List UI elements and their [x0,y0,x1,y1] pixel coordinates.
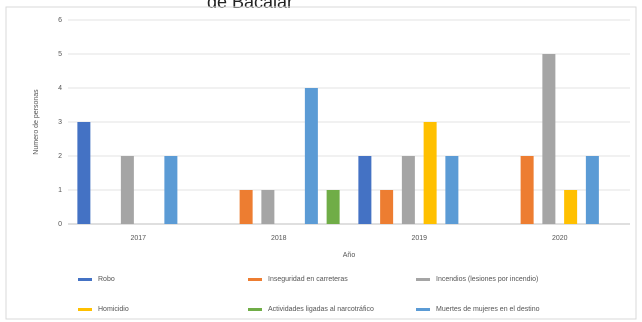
legend-label-homicidio: Homicidio [98,306,129,313]
legend-swatch-homicidio [78,308,92,311]
bar-2019-0 [358,156,372,224]
y-axis-title: Numero de personas [33,89,40,155]
bar-2018-2 [261,190,275,224]
bar-2017-4 [164,156,178,224]
legend-label-robo: Robo [98,276,115,283]
legend-swatch-incendios [416,278,430,281]
bar-2017-0 [77,122,91,224]
legend-label-narcotrafico: Actividades ligadas al narcotráfico [268,306,374,313]
bar-2019-4 [445,156,459,224]
bar-2020-3 [564,190,578,224]
legend-item-carreteras: Inseguridad en carreteras [248,276,348,283]
legend-label-carreteras: Inseguridad en carreteras [268,276,348,283]
legend-swatch-carreteras [248,278,262,281]
legend-label-incendios: Incendios (lesiones por incendio) [436,276,539,283]
x-axis-title: Año [343,252,356,259]
x-tick-label: 2019 [411,235,427,242]
x-tick-label: 2018 [271,235,287,242]
y-tick-label: 2 [58,153,62,160]
y-tick-label: 3 [58,119,62,126]
legend-swatch-robo [78,278,92,281]
legend-item-incendios: Incendios (lesiones por incendio) [416,276,538,283]
bar-2019-3 [423,122,437,224]
legend-item-narcotrafico: Actividades ligadas al narcotráfico [248,306,374,313]
chart-border [5,6,637,320]
bar-2019-2 [401,156,415,224]
bar-2019-1 [380,190,394,224]
x-tick-label: 2017 [130,235,146,242]
y-tick-label: 0 [58,221,62,228]
legend-swatch-mujeres [416,308,430,311]
x-tick-label: 2020 [552,235,568,242]
bar-2020-1 [520,156,534,224]
legend-item-homicidio: Homicidio [78,306,129,313]
bar-2017-2 [120,156,134,224]
bar-2020-2 [542,54,556,224]
legend-label-mujeres: Muertes de mujeres en el destino [436,306,540,313]
y-tick-label: 6 [58,17,62,24]
bar-2018-1 [239,190,253,224]
y-tick-label: 1 [58,187,62,194]
y-tick-label: 5 [58,51,62,58]
legend-swatch-narcotrafico [248,308,262,311]
chart-title: de Bacalar [206,0,294,12]
legend-item-robo: Robo [78,276,115,283]
y-tick-label: 4 [58,85,62,92]
legend-item-mujeres: Muertes de mujeres en el destino [416,306,540,313]
bar-2018-4 [304,88,318,224]
bar-2020-4 [585,156,599,224]
bar-2018-5 [326,190,340,224]
